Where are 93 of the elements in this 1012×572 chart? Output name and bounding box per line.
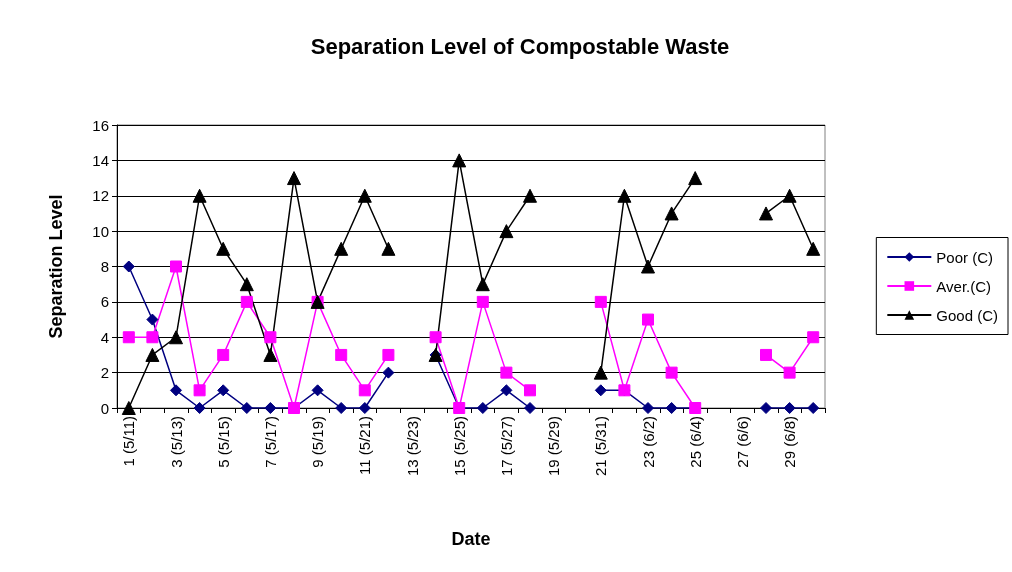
point xyxy=(170,260,182,273)
point xyxy=(381,241,396,256)
x-tick-label: 1 (5/11) xyxy=(120,416,138,467)
point xyxy=(759,206,773,221)
y-tick-label: 12 xyxy=(92,187,109,205)
x-tick-label: 15 (5/25) xyxy=(450,416,468,477)
point xyxy=(358,402,371,414)
y-tick-label: 2 xyxy=(100,364,109,382)
legend-label: Poor (C) xyxy=(936,248,993,266)
y-tick-label: 10 xyxy=(92,222,109,240)
x-tick-label: 3 (5/13) xyxy=(167,416,185,468)
y-tick-label: 8 xyxy=(100,258,109,275)
x-tick-label: 17 (5/27) xyxy=(497,416,515,477)
point xyxy=(146,313,159,326)
point xyxy=(642,402,654,414)
point xyxy=(476,402,489,414)
point xyxy=(216,241,231,256)
point xyxy=(783,402,796,414)
point xyxy=(264,331,277,344)
point xyxy=(499,224,514,239)
x-tick-label: 11 (5/21) xyxy=(356,416,374,475)
x-tick-label: 5 (5/15) xyxy=(214,416,232,468)
point xyxy=(263,347,278,362)
x-tick-label: 27 (6/6) xyxy=(733,416,751,468)
point xyxy=(807,331,820,344)
point xyxy=(452,153,467,168)
point xyxy=(170,384,182,397)
point xyxy=(500,384,513,397)
point xyxy=(641,259,655,274)
legend-label: Aver.(C) xyxy=(936,277,992,295)
point xyxy=(524,384,536,397)
x-axis-title: Date xyxy=(451,529,491,549)
x-tick-label: 7 (5/17) xyxy=(261,416,279,468)
point xyxy=(335,402,348,414)
point xyxy=(193,402,206,414)
x-tick-label: 19 (5/29) xyxy=(545,416,563,477)
point xyxy=(335,348,348,361)
point xyxy=(357,188,372,203)
y-tick-label: 4 xyxy=(100,328,109,346)
point xyxy=(240,402,253,414)
point xyxy=(665,366,678,379)
point xyxy=(664,206,679,221)
point xyxy=(429,331,442,344)
point xyxy=(239,277,254,292)
x-tick-label: 21 (5/31) xyxy=(592,416,610,477)
point xyxy=(311,384,324,397)
point xyxy=(121,401,136,415)
point xyxy=(475,277,490,292)
point xyxy=(334,241,349,256)
point xyxy=(807,402,820,414)
point xyxy=(665,402,678,414)
y-tick-label: 16 xyxy=(92,116,109,134)
point xyxy=(358,384,371,397)
point xyxy=(169,330,183,345)
point xyxy=(760,402,772,414)
point xyxy=(145,347,160,362)
y-tick-label: 6 xyxy=(100,293,109,311)
point xyxy=(782,188,797,203)
point xyxy=(524,402,536,414)
point xyxy=(382,348,395,361)
point xyxy=(287,171,301,186)
point xyxy=(476,295,489,308)
point xyxy=(523,188,537,203)
point xyxy=(500,366,513,379)
point xyxy=(122,331,135,344)
point xyxy=(122,260,135,273)
point xyxy=(146,331,159,344)
point xyxy=(382,366,395,379)
point xyxy=(617,188,632,203)
x-tick-label: 23 (6/2) xyxy=(639,416,657,468)
point xyxy=(192,188,207,203)
point xyxy=(593,365,608,380)
x-tick-label: 9 (5/19) xyxy=(309,416,327,468)
y-axis-title: Separation Level xyxy=(46,194,66,339)
point xyxy=(217,348,230,361)
point xyxy=(594,295,607,308)
point xyxy=(217,384,230,397)
y-tick-label: 14 xyxy=(92,151,109,169)
point xyxy=(760,348,772,361)
legend-label: Good (C) xyxy=(936,306,998,324)
point xyxy=(264,402,277,414)
point xyxy=(193,384,206,397)
y-tick-label: 0 xyxy=(100,399,109,417)
point xyxy=(783,366,796,379)
point xyxy=(806,241,821,256)
x-tick-label: 29 (6/8) xyxy=(781,416,799,468)
point xyxy=(688,171,703,186)
point xyxy=(240,295,253,308)
x-tick-label: 25 (6/4) xyxy=(686,416,704,468)
point xyxy=(642,313,654,326)
chart-title: Separation Level of Compostable Waste xyxy=(310,33,730,59)
x-tick-label: 13 (5/23) xyxy=(403,416,421,477)
point xyxy=(594,384,607,397)
